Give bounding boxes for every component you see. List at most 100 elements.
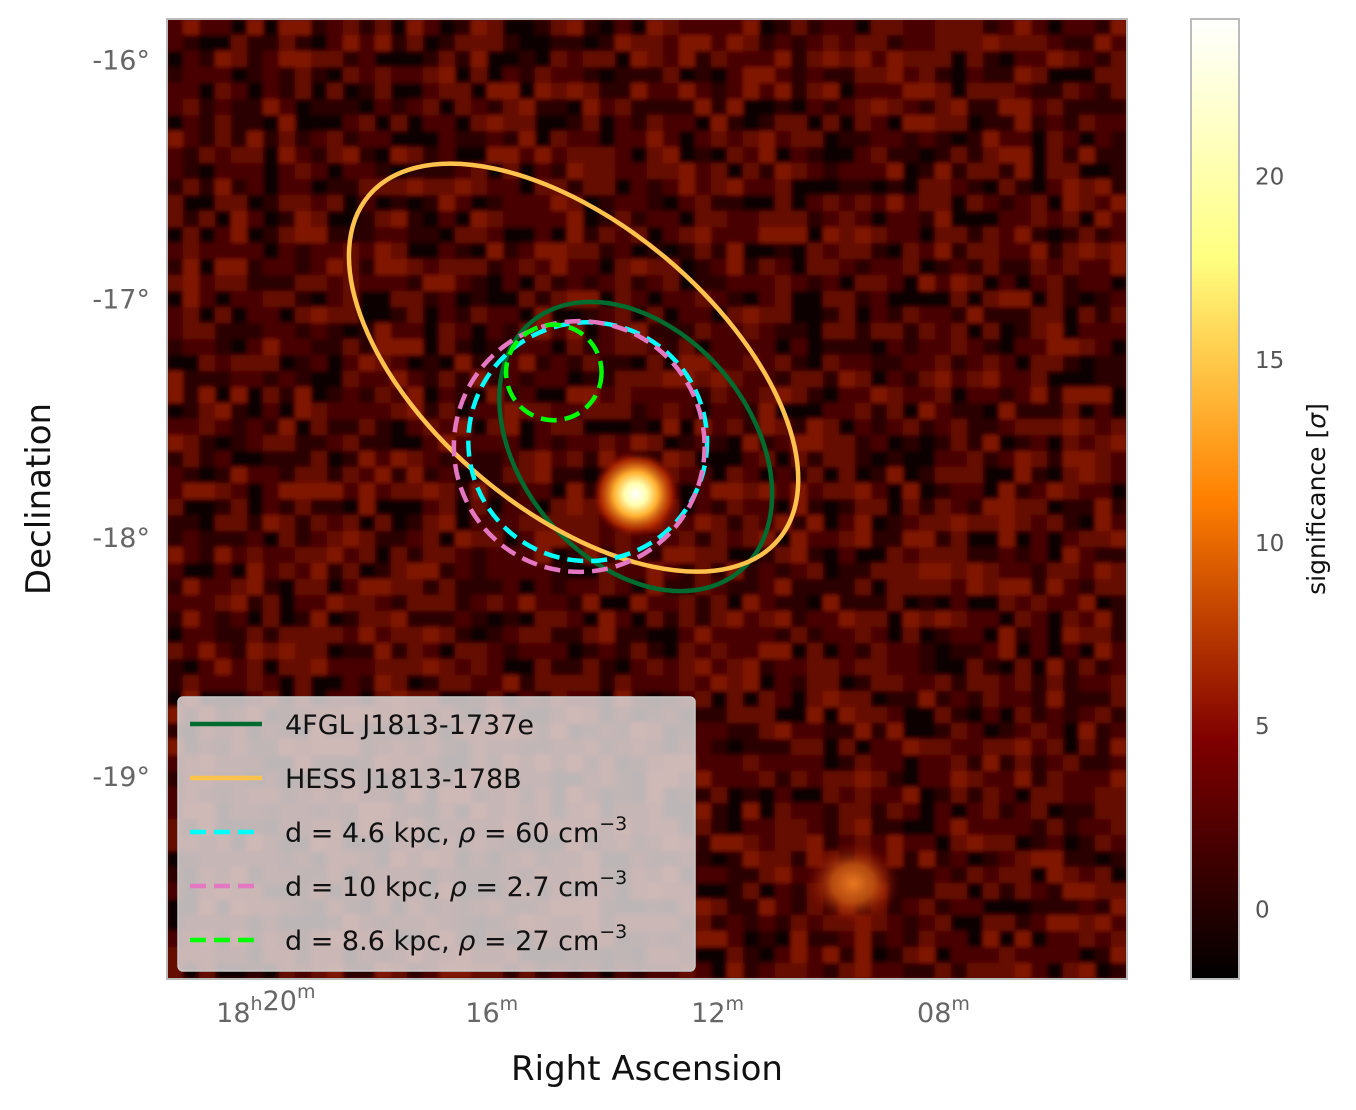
noise-cell <box>791 211 807 227</box>
noise-cell <box>439 595 455 611</box>
noise-cell <box>743 227 759 243</box>
noise-cell <box>663 35 679 51</box>
noise-cell <box>535 627 551 643</box>
noise-cell <box>839 67 855 83</box>
noise-cell <box>407 451 423 467</box>
noise-cell <box>423 275 439 291</box>
noise-cell <box>215 275 231 291</box>
noise-cell <box>1111 819 1127 835</box>
noise-cell <box>871 499 887 515</box>
noise-cell <box>295 291 311 307</box>
noise-cell <box>551 643 567 659</box>
noise-cell <box>999 675 1015 691</box>
noise-cell <box>871 435 887 451</box>
noise-cell <box>391 339 407 355</box>
noise-cell <box>183 419 199 435</box>
noise-cell <box>615 339 631 355</box>
noise-cell <box>327 307 343 323</box>
noise-cell <box>487 243 503 259</box>
noise-cell <box>1063 771 1079 787</box>
noise-cell <box>615 259 631 275</box>
noise-cell <box>791 563 807 579</box>
noise-cell <box>935 691 951 707</box>
noise-cell <box>215 179 231 195</box>
noise-cell <box>951 595 967 611</box>
noise-cell <box>951 419 967 435</box>
noise-cell <box>1015 371 1031 387</box>
noise-cell <box>375 147 391 163</box>
noise-cell <box>423 371 439 387</box>
noise-cell <box>423 51 439 67</box>
noise-cell <box>775 83 791 99</box>
noise-cell <box>695 723 711 739</box>
noise-cell <box>199 131 215 147</box>
noise-cell <box>887 243 903 259</box>
noise-cell <box>743 291 759 307</box>
noise-cell <box>375 259 391 275</box>
noise-cell <box>791 819 807 835</box>
colorbar-tick-label: 20 <box>1255 165 1284 191</box>
noise-cell <box>887 307 903 323</box>
noise-cell <box>567 451 583 467</box>
noise-cell <box>215 419 231 435</box>
noise-cell <box>967 515 983 531</box>
noise-cell <box>791 883 807 899</box>
noise-cell <box>1031 803 1047 819</box>
noise-cell <box>439 547 455 563</box>
noise-cell <box>551 51 567 67</box>
noise-cell <box>935 931 951 947</box>
noise-cell <box>1047 899 1063 915</box>
noise-cell <box>855 531 871 547</box>
noise-cell <box>199 195 215 211</box>
noise-cell <box>743 19 759 35</box>
noise-cell <box>759 739 775 755</box>
noise-cell <box>455 147 471 163</box>
noise-cell <box>919 339 935 355</box>
noise-cell <box>359 595 375 611</box>
noise-cell <box>343 435 359 451</box>
noise-cell <box>935 355 951 371</box>
noise-cell <box>1079 915 1095 931</box>
noise-cell <box>967 931 983 947</box>
noise-cell <box>359 483 375 499</box>
noise-cell <box>871 787 887 803</box>
noise-cell <box>551 275 567 291</box>
noise-cell <box>519 419 535 435</box>
noise-cell <box>727 147 743 163</box>
noise-cell <box>439 611 455 627</box>
noise-cell <box>567 83 583 99</box>
noise-cell <box>407 179 423 195</box>
noise-cell <box>695 691 711 707</box>
noise-cell <box>887 355 903 371</box>
noise-cell <box>519 355 535 371</box>
noise-cell <box>1063 819 1079 835</box>
noise-cell <box>407 419 423 435</box>
noise-cell <box>967 851 983 867</box>
noise-cell <box>1111 691 1127 707</box>
noise-cell <box>551 675 567 691</box>
noise-cell <box>359 243 375 259</box>
noise-cell <box>759 579 775 595</box>
noise-cell <box>855 771 871 787</box>
noise-cell <box>775 99 791 115</box>
noise-cell <box>567 99 583 115</box>
noise-cell <box>1111 51 1127 67</box>
noise-cell <box>919 803 935 819</box>
noise-cell <box>807 435 823 451</box>
noise-cell <box>791 803 807 819</box>
noise-cell <box>1047 467 1063 483</box>
noise-cell <box>455 675 471 691</box>
noise-cell <box>759 19 775 35</box>
noise-cell <box>727 691 743 707</box>
noise-cell <box>871 371 887 387</box>
noise-cell <box>1047 563 1063 579</box>
noise-cell <box>839 147 855 163</box>
noise-cell <box>1031 147 1047 163</box>
noise-cell <box>1079 67 1095 83</box>
noise-cell <box>423 227 439 243</box>
noise-cell <box>1079 227 1095 243</box>
noise-cell <box>407 483 423 499</box>
noise-cell <box>1079 723 1095 739</box>
noise-cell <box>263 531 279 547</box>
noise-cell <box>807 339 823 355</box>
